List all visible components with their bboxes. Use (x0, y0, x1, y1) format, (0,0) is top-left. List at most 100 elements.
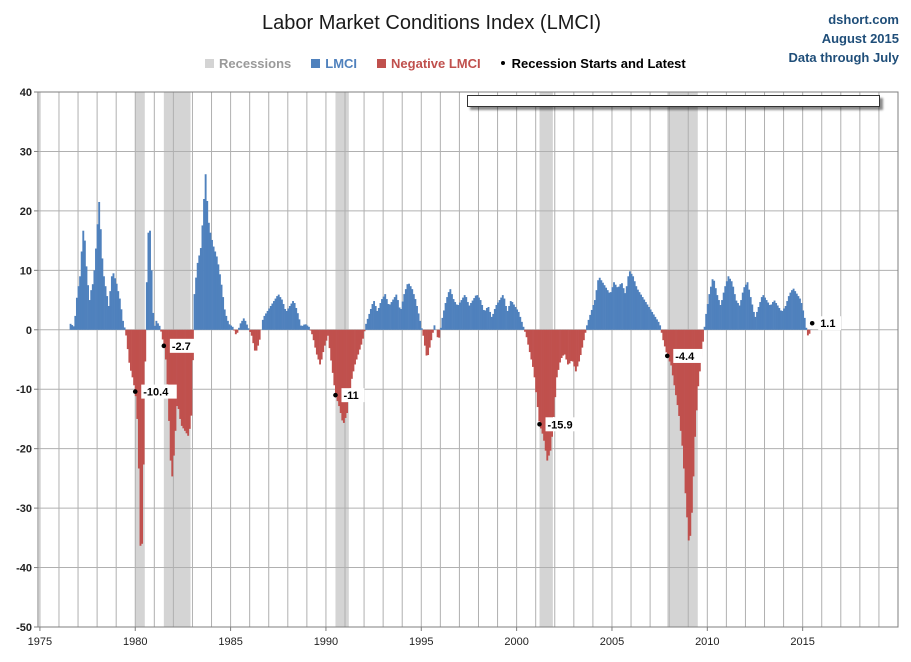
lmci-bar (77, 286, 80, 330)
negative-lmci-bar (336, 329, 339, 402)
lmci-bar (597, 280, 600, 330)
lmci-bar (465, 297, 468, 330)
lmci-bar (511, 302, 514, 330)
lmci-bar (520, 321, 523, 330)
lmci-bar (760, 297, 763, 330)
negative-lmci-bar (176, 329, 178, 407)
lmci-bar (737, 303, 739, 330)
negative-lmci-bar (422, 329, 425, 336)
lmci-bar (606, 290, 609, 330)
x-tick-label: 2010 (695, 636, 719, 648)
lmci-bar (215, 256, 218, 330)
point-label-background (673, 348, 703, 363)
negative-lmci-bar (533, 329, 536, 378)
legend-swatch-negative-lmci (377, 58, 387, 68)
negative-lmci-bar (681, 329, 684, 446)
lmci-bar (508, 306, 511, 330)
point-label: -4.4 (675, 351, 695, 363)
negative-lmci-bar (541, 329, 544, 434)
lmci-bar (506, 310, 509, 330)
lmci-bar (206, 200, 209, 330)
lmci-bar (756, 311, 758, 330)
y-tick-label: 10 (20, 265, 32, 277)
y-tick-label: 0 (26, 325, 32, 337)
lmci-bar (490, 316, 493, 330)
lmci-bar (792, 288, 795, 330)
negative-lmci-bar (236, 329, 239, 333)
negative-lmci-bar (314, 329, 317, 348)
lmci-bar (743, 287, 746, 330)
lmci-bar (74, 315, 77, 330)
x-tick-label: 1985 (218, 636, 242, 648)
legend-swatch-recessions (205, 58, 214, 68)
lmci-bar (789, 292, 792, 330)
lmci-bar (503, 298, 506, 330)
lmci-bar (384, 294, 387, 330)
recession-start-point (537, 421, 542, 427)
lmci-bar (519, 316, 522, 330)
lmci-bar (109, 291, 112, 330)
legend-dot-marker (500, 61, 505, 65)
lmci-bar (408, 283, 410, 330)
negative-lmci-bar (312, 329, 315, 341)
lmci-bar (241, 320, 244, 330)
lmci-bar (741, 292, 744, 330)
negative-lmci-bar (527, 329, 530, 345)
lmci-bar (482, 309, 485, 330)
lmci-bar (614, 284, 617, 330)
negative-lmci-bar (423, 329, 426, 346)
lmci-bar (287, 308, 290, 330)
lmci-bar (366, 318, 369, 330)
lmci-bar (246, 324, 248, 330)
lmci-bar (261, 319, 264, 330)
lmci-bar (516, 309, 519, 330)
negative-lmci-bar (663, 329, 666, 347)
negative-lmci-bar (528, 329, 531, 353)
lmci-bar (713, 280, 716, 330)
lmci-bar (201, 225, 204, 330)
negative-lmci-bar (174, 329, 177, 431)
lmci-bar (586, 325, 588, 330)
lmci-bar (484, 310, 487, 330)
negative-lmci-bar (130, 329, 132, 371)
lmci-bar (101, 258, 104, 330)
lmci-bar (288, 306, 291, 330)
negative-lmci-bar (538, 329, 541, 422)
negative-lmci-bar (161, 329, 164, 340)
lmci-bar (783, 308, 785, 330)
lmci-bar (400, 308, 403, 330)
lmci-bar (207, 222, 210, 330)
lmci-bar (635, 286, 638, 330)
lmci-bar (721, 300, 724, 330)
lmci-bar (120, 309, 123, 330)
lmci-bar (230, 325, 233, 330)
lmci-bar (155, 320, 158, 330)
negative-lmci-bar (328, 329, 331, 349)
negative-lmci-bar (185, 329, 188, 434)
lmci-bar (470, 303, 472, 330)
lmci-bar (374, 306, 377, 330)
lmci-bar (492, 313, 495, 330)
negative-lmci-bar (255, 329, 258, 351)
lmci-bar (775, 303, 778, 330)
negative-lmci-bar (177, 329, 180, 410)
negative-lmci-bar (431, 329, 434, 333)
lmci-bar (501, 295, 504, 330)
legend-label-recessions: Recessions (219, 55, 292, 71)
lmci-bar (420, 328, 423, 330)
lmci-bar (744, 284, 747, 330)
lmci-bar (598, 277, 601, 330)
lmci-bar (303, 324, 306, 330)
lmci-bar (632, 276, 635, 330)
negative-lmci-bar (806, 329, 809, 336)
lmci-bar (417, 313, 420, 330)
negative-lmci-bar (574, 329, 577, 372)
lmci-bar (301, 325, 304, 330)
negative-lmci-bar (333, 329, 336, 386)
negative-lmci-bar (530, 329, 533, 360)
negative-lmci-bar (670, 329, 673, 366)
lmci-bar (102, 276, 105, 330)
lmci-bar (214, 251, 217, 330)
